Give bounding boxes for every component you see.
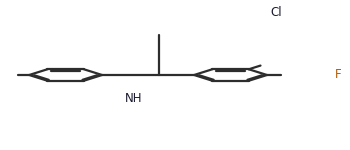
Text: NH: NH [125,92,142,105]
Text: Cl: Cl [270,6,281,19]
Text: F: F [335,69,341,81]
